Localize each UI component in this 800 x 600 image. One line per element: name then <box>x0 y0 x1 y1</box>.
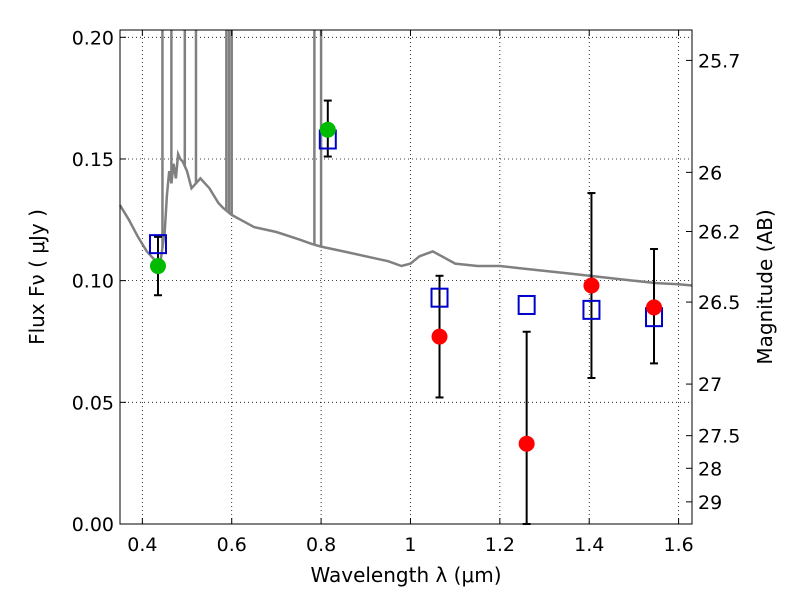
x-tick-label: 1 <box>404 534 416 556</box>
y-tick-label: 0.10 <box>72 271 114 293</box>
x-tick-label: 0.6 <box>217 534 247 556</box>
measurement-point <box>583 277 600 294</box>
y-tick-label: 0.15 <box>72 149 114 171</box>
measurement-point <box>518 435 535 452</box>
plot-frame <box>119 29 693 525</box>
y2-axis-label: Magnitude (AB) <box>753 209 777 364</box>
measurement-point <box>646 299 663 316</box>
detection-point <box>149 258 166 275</box>
y-tick-label: 0.20 <box>72 27 114 49</box>
y2-tick-label: 29 <box>698 492 722 514</box>
axis-ticks: 0.4 0.6 0.8 1 1.2 1.4 1.6 0.00 0.05 0.10 0.15 0.20 2… <box>72 27 741 556</box>
model-square <box>148 234 167 255</box>
x-tick-label: 1.4 <box>574 534 604 556</box>
model-spectrum <box>118 30 693 287</box>
y2-tick-label: 26.5 <box>698 292 740 314</box>
observed-markers <box>149 121 663 452</box>
y2-tick-label: 25.7 <box>698 50 740 72</box>
y2-tick-label: 27 <box>698 374 722 396</box>
detection-point <box>319 121 336 138</box>
y-tick-label: 0.00 <box>72 514 114 536</box>
y-axis-label: Flux Fν ( μJy ) <box>25 209 49 345</box>
model-square <box>582 299 601 320</box>
model-photometry-markers <box>148 129 664 328</box>
measurement-point <box>431 328 448 345</box>
y2-tick-label: 27.5 <box>698 426 740 448</box>
y2-tick-label: 28 <box>698 458 722 480</box>
x-tick-label: 0.8 <box>306 534 336 556</box>
spectrum-continuum <box>118 149 693 287</box>
model-square <box>430 287 449 308</box>
y-tick-label: 0.05 <box>72 392 114 414</box>
model-square <box>517 294 536 315</box>
x-tick-label: 1.6 <box>663 534 693 556</box>
x-tick-label: 0.4 <box>127 534 157 556</box>
y2-tick-label: 26 <box>698 162 722 184</box>
y2-tick-label: 26.2 <box>698 221 740 243</box>
x-tick-label: 1.2 <box>485 534 515 556</box>
x-axis-label: Wavelength λ (μm) <box>310 563 501 587</box>
